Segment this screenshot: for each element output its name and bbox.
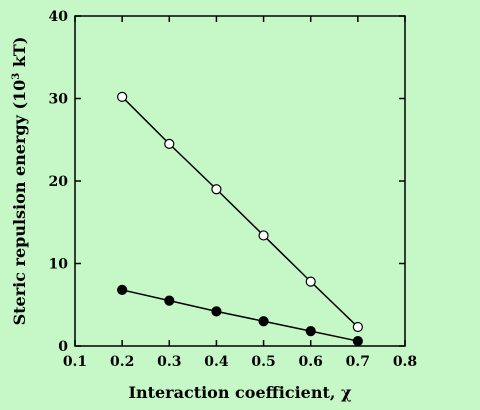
open-data-point bbox=[117, 91, 128, 102]
open-data-point bbox=[305, 276, 316, 287]
y-axis-label-tail: kT) bbox=[10, 37, 29, 73]
series-line-1 bbox=[121, 96, 359, 328]
x-tick-label: 0.6 bbox=[299, 354, 323, 370]
x-tick-label: 0.8 bbox=[393, 354, 417, 370]
filled-data-point bbox=[305, 326, 316, 337]
y-tick-label: 0 bbox=[58, 339, 68, 355]
series-line-2 bbox=[121, 289, 359, 342]
y-tick-label: 20 bbox=[49, 174, 69, 190]
y-tick-label: 10 bbox=[49, 257, 69, 273]
axis-ticks: 0.1 0.2 0.3 0.4 0.5 0.6 0.7 0.8 0 10 20 30 40 bbox=[49, 9, 418, 370]
x-tick-label: 0.2 bbox=[110, 354, 134, 370]
x-axis-label: Interaction coefficient, χ bbox=[128, 383, 352, 402]
x-tick-label: 0.1 bbox=[63, 354, 87, 370]
x-tick-label: 0.7 bbox=[346, 354, 370, 370]
x-tick-label: 0.4 bbox=[204, 354, 229, 370]
open-data-point bbox=[258, 230, 269, 241]
open-data-point bbox=[164, 138, 175, 149]
series-layer bbox=[117, 91, 363, 347]
y-tick-label: 30 bbox=[49, 92, 69, 108]
x-tick-label: 0.3 bbox=[157, 354, 181, 370]
y-axis-label-main: Steric repulsion energy (10 bbox=[10, 80, 29, 326]
plot-frame bbox=[74, 15, 406, 347]
filled-data-point bbox=[211, 306, 222, 317]
y-tick-label: 40 bbox=[49, 9, 69, 25]
filled-data-point bbox=[117, 284, 128, 295]
filled-data-point bbox=[352, 335, 363, 347]
y-axis-label-sup: 3 bbox=[11, 73, 22, 80]
filled-data-point bbox=[164, 295, 175, 306]
open-data-point bbox=[211, 184, 222, 195]
y-axis-label: Steric repulsion energy (103 kT) bbox=[10, 37, 29, 326]
filled-data-point bbox=[258, 316, 269, 327]
open-data-point bbox=[352, 321, 363, 333]
x-tick-label: 0.5 bbox=[251, 354, 275, 370]
